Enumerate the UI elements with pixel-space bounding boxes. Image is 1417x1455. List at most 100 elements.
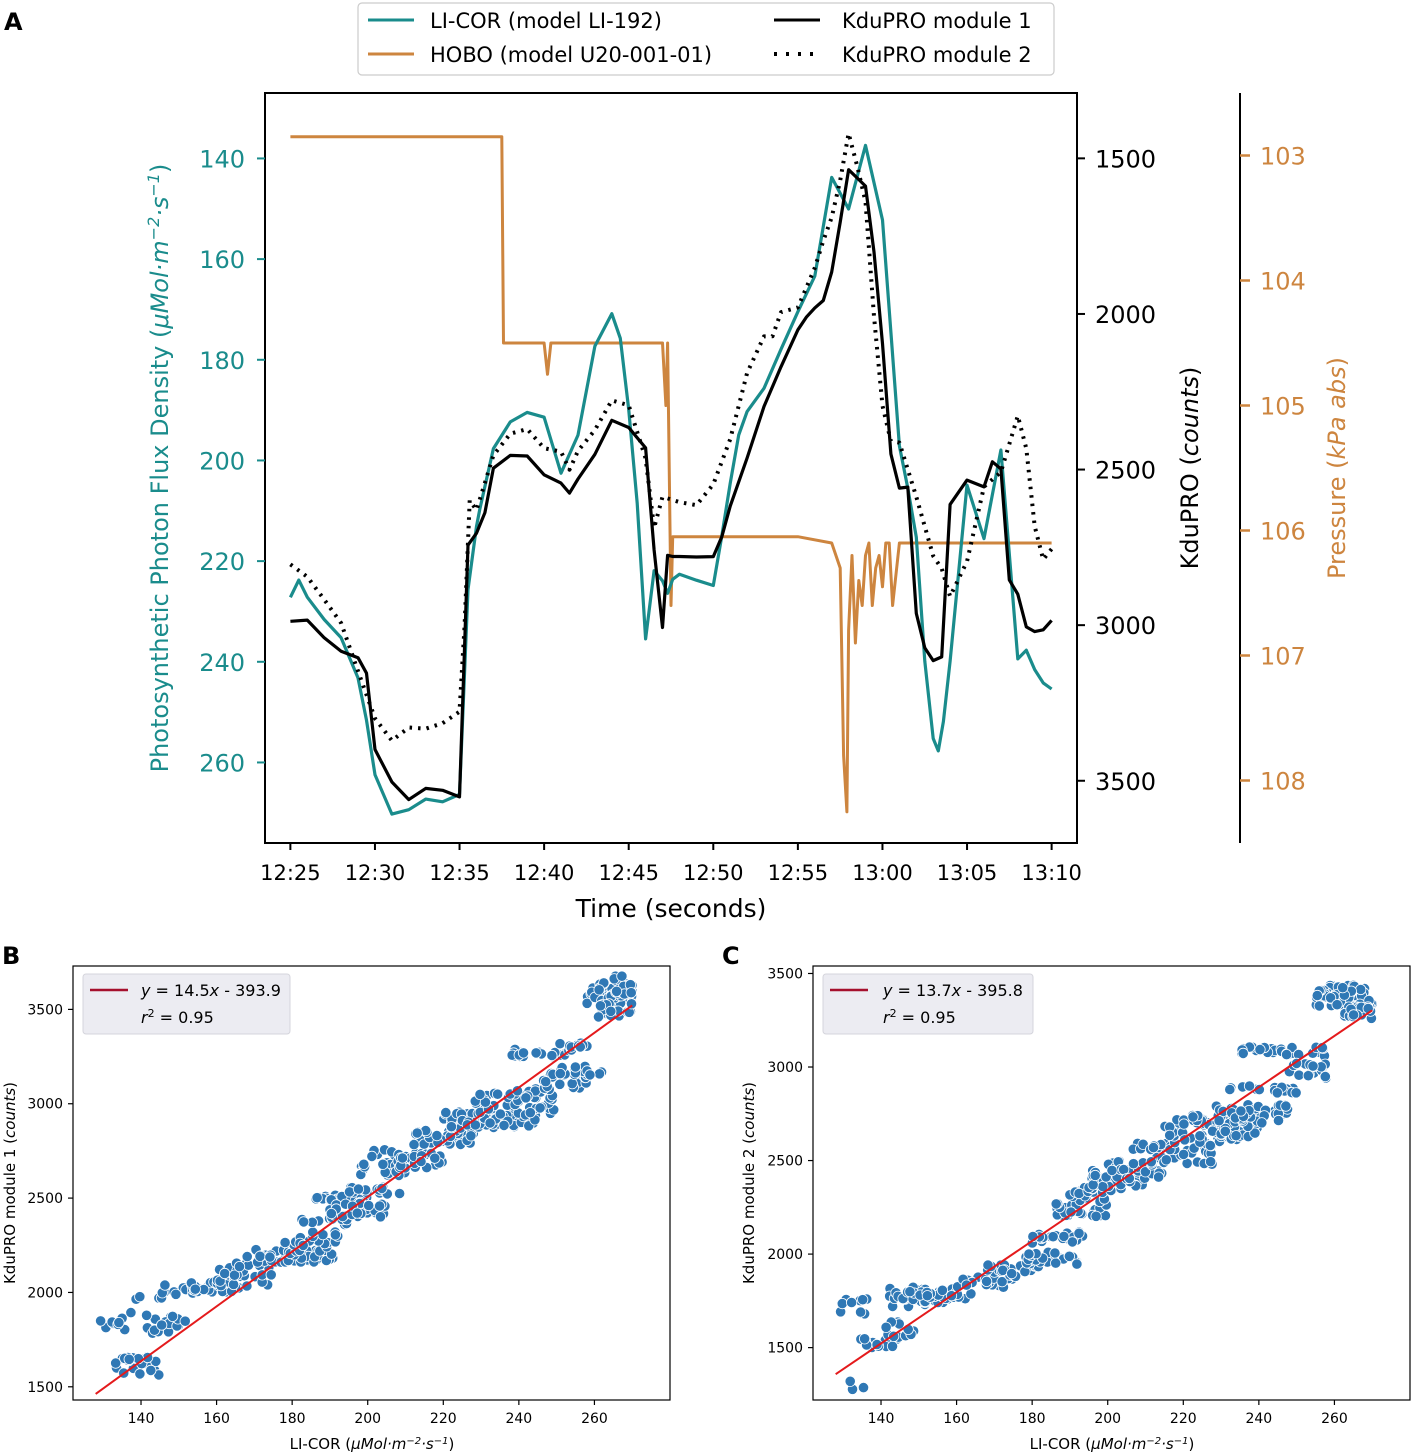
scatter-point	[241, 1251, 253, 1263]
scatter-point	[857, 1382, 870, 1394]
scatter-point	[1058, 1230, 1070, 1243]
y-tick-label-0: 1500	[767, 1341, 803, 1357]
x-tick-label-6: 260	[1321, 1411, 1348, 1427]
left-tick-label-4: 220	[199, 548, 245, 576]
scatter-point	[530, 1047, 542, 1059]
scatter-point	[1290, 1087, 1302, 1099]
kdu-tick-label-0: 1500	[1095, 145, 1156, 173]
scatter-point	[1160, 1154, 1172, 1166]
scatter-point	[1106, 1164, 1118, 1177]
y-tick-label-1: 2000	[767, 1247, 803, 1263]
x-tick-label-5: 12:50	[683, 861, 744, 885]
x-tick-label-6: 12:55	[768, 861, 829, 885]
scatter-point	[366, 1150, 378, 1163]
series-group-a	[288, 131, 1054, 816]
left-axis-label-mid: ·s	[146, 197, 174, 217]
scatter-point	[377, 1158, 389, 1170]
scatter-point	[1073, 1227, 1085, 1239]
scatter-point	[189, 1283, 201, 1295]
scatter-point	[610, 985, 623, 997]
left-tick-label-3: 200	[199, 447, 245, 475]
scatter-point	[498, 1119, 510, 1132]
left-axis-label-a: Photosynthetic Photon Flux Density (μMol…	[144, 164, 175, 773]
scatter-point	[110, 1357, 122, 1369]
legend-label-licor: LI-COR (model LI-192)	[430, 9, 662, 33]
b-xlabel-sup2: −1	[434, 1436, 449, 1447]
scatter-point	[554, 1038, 566, 1050]
scatter-point	[170, 1288, 182, 1300]
b-xlabel-end: )	[448, 1435, 454, 1453]
pressure-tick-label-1: 104	[1260, 268, 1306, 296]
b-ylabel-unit: counts	[1, 1088, 19, 1138]
scatter-point	[593, 984, 605, 996]
plot-frame-c	[812, 965, 1411, 1401]
fit-line-c-group	[835, 1009, 1373, 1376]
scatter-point	[1348, 1009, 1360, 1021]
scatter-point	[845, 1296, 858, 1309]
scatter-point	[358, 1158, 370, 1170]
y-tick-label-1: 2000	[27, 1285, 63, 1301]
chart-c: 140 160 180 200 220 240 260 1500 2000 2500 3000 350…	[740, 965, 1411, 1453]
scatter-point	[123, 1353, 135, 1365]
fit-line	[835, 1009, 1373, 1376]
scatter-point	[474, 1088, 486, 1101]
legend-c: y = 13.7x - 395.8 r2 = 0.95	[822, 973, 1034, 1035]
scatter-point	[440, 1107, 452, 1119]
scatter-point	[141, 1309, 153, 1321]
legend-c-equation: y = 13.7x - 395.8	[882, 981, 1023, 1000]
pressure-tick-label-5: 108	[1260, 768, 1306, 796]
kdu-axis-label-main: KduPRO (	[1176, 456, 1204, 569]
x-tick-label-2: 180	[1019, 1411, 1046, 1427]
scatter-point	[179, 1315, 191, 1327]
scatter-point	[1319, 1071, 1331, 1083]
scatter-point	[491, 1088, 504, 1100]
kdu-axis-ticks: 1500 2000 2500 3000 3500	[1077, 145, 1156, 796]
pressure-axis-label-unit: kPa abs	[1323, 366, 1351, 459]
c-xlabel-main: LI-COR (	[1030, 1435, 1092, 1453]
scatter-point	[1049, 1247, 1061, 1259]
scatter-point	[484, 1117, 496, 1129]
scatter-point	[1179, 1134, 1191, 1146]
scatter-point	[352, 1183, 365, 1195]
legend-label-kdu1: KduPRO module 1	[842, 9, 1032, 33]
x-tick-label-0: 140	[128, 1411, 155, 1427]
b-xlabel-unit: μMol·m	[350, 1435, 406, 1453]
scatter-point	[113, 1317, 125, 1329]
left-tick-label-1: 160	[199, 246, 245, 274]
scatter-point	[836, 1298, 848, 1310]
y-tick-label-2: 2500	[27, 1191, 63, 1207]
y-tick-label-3: 3000	[767, 1060, 803, 1076]
c-xlabel-mid: ·s	[1161, 1435, 1174, 1453]
b-xlabel-mid: ·s	[421, 1435, 434, 1453]
scatter-point	[396, 1152, 409, 1164]
panel-label-a: A	[4, 8, 23, 36]
scatter-point	[1331, 999, 1343, 1011]
left-axis-label-sup2: −1	[144, 173, 163, 197]
scatter-point	[1050, 1257, 1062, 1269]
chart-a: LI-COR (model LI-192) HOBO (model U20-00…	[144, 2, 1351, 923]
left-tick-label-2: 180	[199, 347, 245, 375]
x-axis-label-a: Time (seconds)	[575, 894, 767, 923]
scatter-point	[1187, 1111, 1199, 1123]
b-xlabel-sup1: −2	[406, 1436, 421, 1447]
scatter-point	[393, 1187, 406, 1200]
series-line-hobo	[290, 135, 1052, 814]
scatter-point	[298, 1216, 310, 1228]
panel-label-b: B	[2, 942, 20, 970]
c-ylabel-unit: counts	[740, 1088, 758, 1138]
scatter-point	[1243, 1080, 1256, 1092]
scatter-point	[363, 1199, 375, 1212]
scatter-point	[511, 1085, 524, 1097]
scatter-point	[1147, 1142, 1160, 1154]
scatter-point	[279, 1236, 291, 1249]
scatter-point	[494, 1108, 506, 1120]
scatter-point	[156, 1319, 168, 1331]
scatter-point	[373, 1200, 386, 1212]
x-tick-label-0: 140	[868, 1411, 895, 1427]
y-axis-label-b: KduPRO module 1 (counts)	[1, 1082, 19, 1284]
b-xlabel-main: LI-COR (	[290, 1435, 352, 1453]
scatter-point	[1271, 1087, 1283, 1099]
kdu-tick-label-1: 2000	[1095, 301, 1156, 329]
scatter-point	[517, 1047, 530, 1059]
scatter-point	[546, 1049, 558, 1062]
